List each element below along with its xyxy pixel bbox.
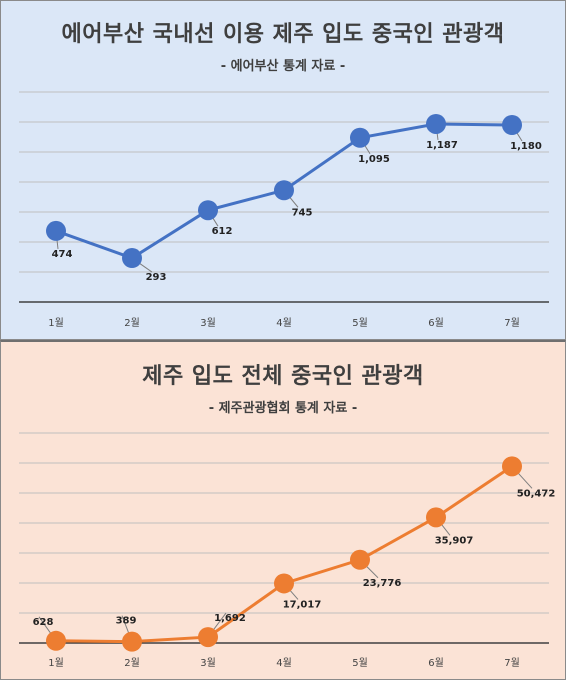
x-tick-label: 2월 — [124, 317, 140, 329]
data-label: 1,095 — [358, 154, 390, 165]
data-point-marker — [350, 127, 370, 148]
x-tick-label: 6월 — [428, 657, 444, 669]
bottom-line-chart: 628 389 1,692 17,017 23,776 35,907 50,472 1월 2월 3… — [19, 432, 556, 669]
data-point-marker — [350, 549, 370, 570]
data-point-marker — [502, 456, 522, 477]
data-label: 1,692 — [214, 613, 246, 624]
data-label: 389 — [116, 616, 137, 627]
bottom-chart-panel: 제주 입도 전체 중국인 관광객 - 제주관광협회 통계 자료 - 628 389… — [0, 340, 566, 680]
x-tick-label: 1월 — [48, 317, 64, 329]
data-point-marker — [122, 248, 142, 269]
x-tick-label: 7월 — [504, 317, 520, 329]
data-label: 23,776 — [363, 578, 402, 589]
x-tick-label: 1월 — [48, 657, 64, 669]
x-tick-label: 6월 — [428, 317, 444, 329]
data-label: 35,907 — [435, 535, 474, 546]
data-point-marker — [274, 573, 294, 594]
x-tick-label: 4월 — [276, 657, 292, 669]
data-label: 17,017 — [283, 599, 322, 610]
data-point-marker — [122, 631, 142, 652]
data-label: 50,472 — [517, 488, 556, 499]
bottom-chart-title: 제주 입도 전체 중국인 관광객 — [142, 364, 424, 389]
x-tick-label: 4월 — [276, 317, 292, 329]
data-label: 293 — [146, 272, 167, 283]
data-point-marker — [46, 630, 66, 651]
x-tick-label: 2월 — [124, 657, 140, 669]
top-chart-title: 에어부산 국내선 이용 제주 입도 중국인 관광객 — [61, 22, 505, 47]
bottom-chart-subtitle: - 제주관광협회 통계 자료 - — [208, 401, 358, 416]
x-tick-label: 3월 — [200, 317, 216, 329]
data-label: 628 — [33, 617, 54, 628]
x-tick-label: 7월 — [504, 657, 520, 669]
top-chart-subtitle: - 에어부산 통계 자료 - — [220, 59, 346, 74]
data-point-marker — [502, 115, 522, 135]
data-label: 1,187 — [426, 140, 458, 151]
data-point-marker — [274, 180, 294, 201]
data-label: 1,180 — [510, 141, 542, 152]
x-tick-label: 5월 — [352, 317, 368, 329]
data-point-marker — [426, 507, 446, 528]
x-tick-label: 5월 — [352, 657, 368, 669]
top-line-chart: 474 293 612 745 1,095 1,187 1,180 1월 2월 3월 4월 5월 6월 7… — [19, 91, 549, 329]
data-point-marker — [46, 220, 66, 241]
x-tick-label: 3월 — [200, 657, 216, 669]
top-chart-panel: 에어부산 국내선 이용 제주 입도 중국인 관광객 - 에어부산 통계 자료 -… — [0, 0, 566, 340]
data-point-marker — [426, 113, 446, 134]
data-point-marker — [198, 200, 218, 221]
data-point-marker — [198, 627, 218, 648]
data-label: 612 — [212, 226, 233, 237]
data-label: 474 — [52, 249, 73, 260]
data-label: 745 — [292, 207, 313, 218]
